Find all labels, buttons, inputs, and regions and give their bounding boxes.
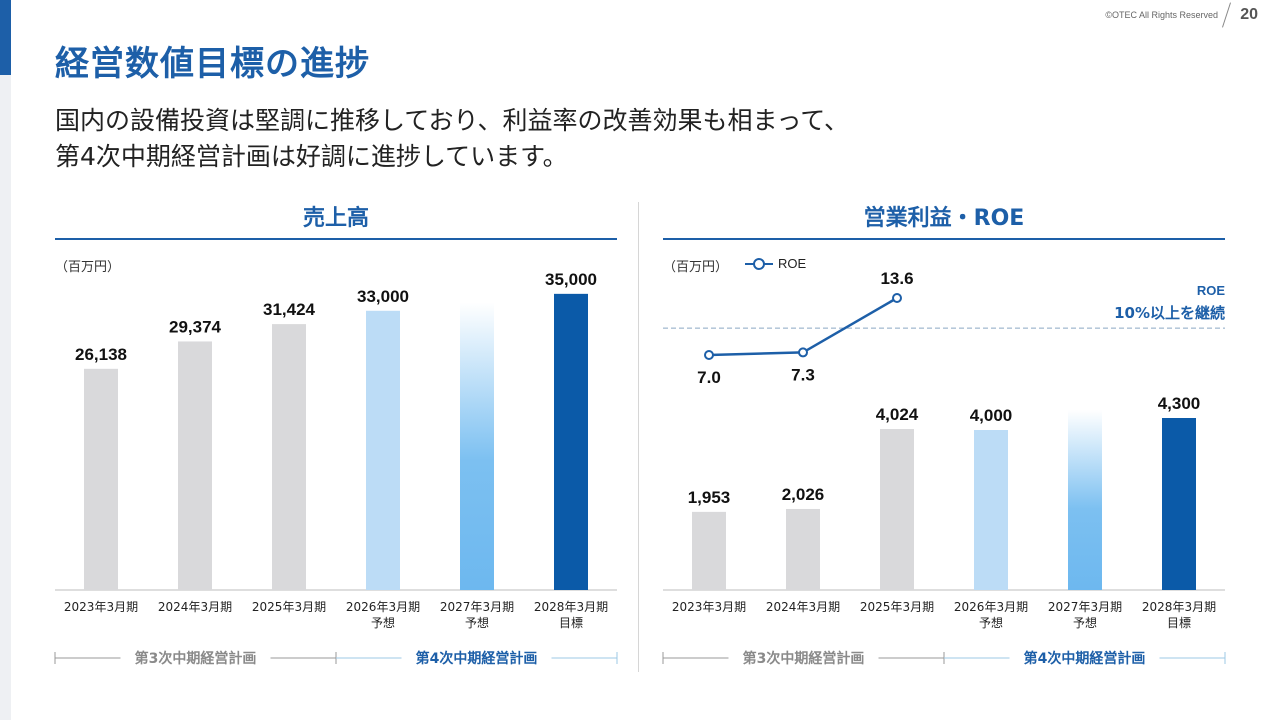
- sales-x-label-1-0: 2024年3月期: [158, 600, 232, 614]
- roe-target-line1: ROE: [1196, 283, 1225, 298]
- copyright: ©OTEC All Rights Reserved: [1105, 10, 1218, 20]
- roe-value-label-0: 7.0: [697, 368, 721, 387]
- sales-bar-1: [178, 341, 212, 590]
- page-title: 経営数値目標の進捗: [55, 44, 370, 84]
- sales-unit-label: （百万円）: [55, 260, 121, 275]
- page-number: 20: [1240, 6, 1258, 23]
- profit-bar-4: [1068, 410, 1102, 590]
- sales-x-label-5-1: 目標: [559, 616, 583, 630]
- roe-series-line: [708, 296, 898, 357]
- profit-x-label-4-0: 2027年3月期: [1048, 600, 1122, 614]
- profit-bar-2: [880, 429, 914, 590]
- sales-period-label-4th: 第4次中期経営計画: [416, 650, 538, 667]
- sales-x-label-3-1: 予想: [371, 615, 395, 630]
- profit-bar-1: [786, 508, 820, 590]
- profit-x-label-5-0: 2028年3月期: [1142, 600, 1216, 614]
- profit-period-label-3rd: 第3次中期経営計画: [743, 650, 865, 667]
- subtitle-line-2: 第4次中期経営計画は好調に進捗しています。: [55, 142, 568, 171]
- profit-value-label-5: 4,300: [1158, 394, 1201, 413]
- sales-value-label-3: 33,000: [357, 287, 409, 306]
- profit-x-label-3-1: 予想: [979, 615, 1003, 630]
- roe-point-0: [704, 350, 714, 360]
- roe-point-1: [798, 347, 808, 358]
- profit-value-label-0: 1,953: [688, 488, 731, 507]
- roe-legend-label: ROE: [778, 256, 807, 271]
- left-strip: [0, 75, 11, 720]
- sales-value-label-0: 26,138: [75, 345, 127, 364]
- panel-divider: [638, 202, 639, 672]
- profit-unit-label: （百万円）: [663, 260, 729, 275]
- profit-x-label-3-0: 2026年3月期: [954, 600, 1028, 614]
- profit-x-label-0-0: 2023年3月期: [672, 600, 746, 614]
- sales-bar-4: [460, 302, 494, 590]
- profit-period-label-4th: 第4次中期経営計画: [1024, 650, 1146, 667]
- roe-value-label-1: 7.3: [791, 365, 815, 384]
- profit-bar-3: [974, 430, 1008, 590]
- profit-x-label-2-0: 2025年3月期: [860, 600, 934, 614]
- sales-bar-3: [366, 310, 400, 590]
- roe-target-note: ROE 10%以上を継続: [1114, 283, 1225, 323]
- profit-value-label-1: 2,026: [782, 485, 825, 504]
- sales-x-label-4-0: 2027年3月期: [440, 600, 514, 614]
- sales-x-label-4-1: 予想: [465, 615, 489, 630]
- profit-value-label-2: 4,024: [876, 405, 919, 424]
- roe-value-label-2: 13.6: [880, 269, 913, 288]
- sales-x-label-3-0: 2026年3月期: [346, 600, 420, 614]
- sales-value-label-5: 35,000: [545, 270, 597, 289]
- accent-bar: [0, 0, 11, 75]
- sales-x-label-2-0: 2025年3月期: [252, 600, 326, 614]
- profit-x-label-5-1: 目標: [1167, 616, 1191, 630]
- profit-x-label-1-0: 2024年3月期: [766, 600, 840, 614]
- sales-period-label-3rd: 第3次中期経営計画: [135, 650, 257, 667]
- profit-value-label-3: 4,000: [970, 406, 1013, 425]
- profit-bar-0: [692, 511, 726, 590]
- roe-legend-marker: [753, 258, 765, 270]
- sales-x-label-5-0: 2028年3月期: [534, 600, 608, 614]
- profit-bar-5: [1162, 418, 1196, 590]
- profit-title-rule: [663, 238, 1225, 240]
- sales-value-label-1: 29,374: [169, 317, 222, 336]
- roe-target-line2: 10%以上を継続: [1114, 304, 1225, 322]
- sales-value-label-2: 31,424: [263, 300, 316, 319]
- roe-point-2: [892, 293, 902, 303]
- sales-title-rule: [55, 238, 617, 240]
- subtitle-line-1: 国内の設備投資は堅調に推移しており、利益率の改善効果も相まって、: [55, 106, 850, 135]
- sales-x-label-0-0: 2023年3月期: [64, 600, 138, 614]
- sales-bar-5: [554, 293, 588, 590]
- sales-bar-2: [272, 324, 306, 590]
- profit-x-label-4-1: 予想: [1073, 615, 1097, 630]
- profit-chart-title: 営業利益・ROE: [863, 206, 1025, 231]
- sales-chart-title: 売上高: [302, 206, 369, 231]
- sales-bar-0: [84, 368, 118, 590]
- subtitle: 国内の設備投資は堅調に推移しており、利益率の改善効果も相まって、 第4次中期経営…: [55, 103, 849, 175]
